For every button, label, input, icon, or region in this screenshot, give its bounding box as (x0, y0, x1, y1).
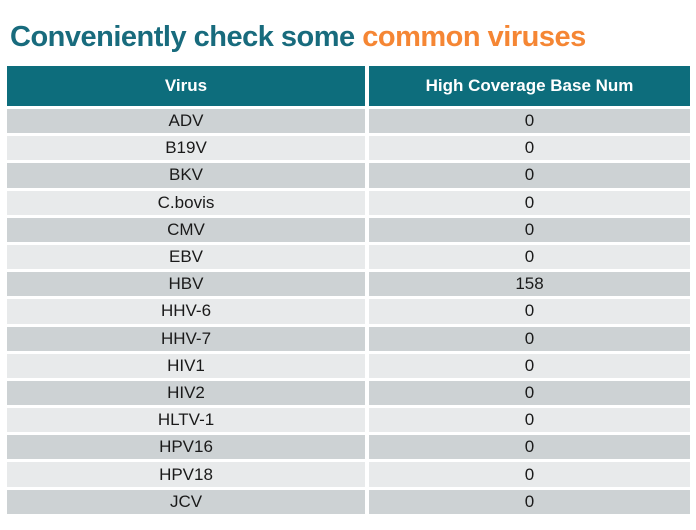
coverage-value-cell: 0 (369, 190, 690, 215)
virus-name-cell: EBV (7, 244, 365, 270)
virus-name-cell: HIV2 (7, 380, 365, 406)
table-row: EBV 0 (7, 244, 690, 270)
coverage-value-cell: 0 (369, 435, 690, 460)
coverage-value-cell: 0 (369, 163, 690, 188)
table-row: HIV1 0 (7, 353, 690, 378)
coverage-value-cell: 0 (369, 136, 690, 161)
virus-table-body: ADV 0 B19V 0 BKV 0 C.bovis 0 CMV 0 EBV 0… (7, 109, 690, 514)
header-row: Virus High Coverage Base Num (7, 66, 690, 106)
table-row: BKV 0 (7, 163, 690, 188)
coverage-value-cell: 0 (369, 353, 690, 378)
table-row: C.bovis 0 (7, 190, 690, 215)
table-row: ADV 0 (7, 109, 690, 134)
virus-table-header: Virus High Coverage Base Num (7, 66, 690, 106)
virus-name-cell: C.bovis (7, 190, 365, 215)
coverage-value-cell: 0 (369, 408, 690, 433)
table-row: HPV18 0 (7, 462, 690, 487)
coverage-value-cell: 158 (369, 272, 690, 297)
virus-name-cell: HIV1 (7, 353, 365, 378)
virus-name-cell: ADV (7, 109, 365, 134)
virus-name-cell: HPV18 (7, 462, 365, 487)
coverage-value-cell: 0 (369, 299, 690, 324)
table-row: HPV16 0 (7, 435, 690, 460)
coverage-value-cell: 0 (369, 217, 690, 242)
virus-table: Virus High Coverage Base Num ADV 0 B19V … (3, 63, 694, 517)
virus-name-cell: HLTV-1 (7, 408, 365, 433)
column-header-high-coverage-base-num: High Coverage Base Num (369, 66, 690, 106)
virus-name-cell: HHV-6 (7, 299, 365, 324)
coverage-value-cell: 0 (369, 326, 690, 351)
page-title: Conveniently check some common viruses (10, 21, 586, 54)
virus-name-cell: HPV16 (7, 435, 365, 460)
table-row: JCV 0 (7, 489, 690, 514)
virus-name-cell: JCV (7, 489, 365, 514)
virus-name-cell: HBV (7, 272, 365, 297)
table-row: B19V 0 (7, 136, 690, 161)
virus-name-cell: HHV-7 (7, 326, 365, 351)
virus-name-cell: CMV (7, 217, 365, 242)
virus-name-cell: B19V (7, 136, 365, 161)
coverage-value-cell: 0 (369, 489, 690, 514)
coverage-value-cell: 0 (369, 462, 690, 487)
table-row: HHV-6 0 (7, 299, 690, 324)
coverage-value-cell: 0 (369, 244, 690, 270)
table-row: HLTV-1 0 (7, 408, 690, 433)
virus-name-cell: BKV (7, 163, 365, 188)
table-row: HIV2 0 (7, 380, 690, 406)
table-row: CMV 0 (7, 217, 690, 242)
table-row: HBV 158 (7, 272, 690, 297)
coverage-value-cell: 0 (369, 109, 690, 134)
coverage-value-cell: 0 (369, 380, 690, 406)
page-title-highlight: common viruses (362, 21, 586, 54)
column-header-virus: Virus (7, 66, 365, 106)
page-title-prefix: Conveniently check some (10, 21, 363, 54)
table-row: HHV-7 0 (7, 326, 690, 351)
